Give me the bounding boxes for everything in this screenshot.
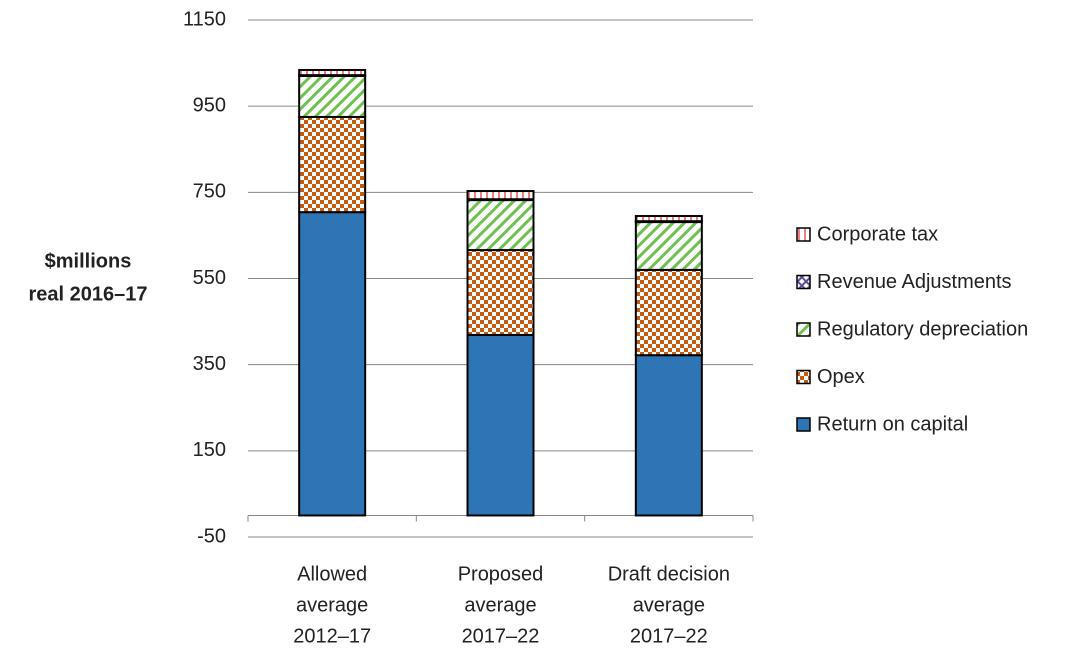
bar-segment — [466, 190, 535, 201]
bar-segment — [634, 215, 703, 223]
legend-label: Opex — [817, 366, 865, 388]
legend-swatch — [796, 274, 811, 290]
bar-segment — [298, 115, 367, 214]
legend-swatch — [796, 417, 811, 432]
x-tick-label: 2017–22 — [462, 625, 540, 647]
bar-segment — [466, 249, 535, 336]
x-tick-label: average — [633, 594, 705, 616]
bar-segment — [298, 211, 367, 517]
y-tick-label: 750 — [193, 181, 226, 203]
y-tick-label: 550 — [193, 267, 226, 289]
y-tick-label: 350 — [193, 353, 226, 375]
y-axis-label: $millions — [45, 250, 132, 272]
x-tick-label: 2012–17 — [293, 625, 371, 647]
legend-label: Corporate tax — [817, 223, 938, 245]
bar-segment — [466, 199, 535, 252]
y-tick-label: -50 — [197, 525, 226, 547]
y-tick-label: 1150 — [183, 8, 226, 30]
x-tick-label: Allowed — [297, 563, 367, 585]
bar-segment — [634, 354, 703, 517]
legend-label: Return on capital — [817, 413, 968, 435]
legend-swatch — [796, 322, 811, 337]
legend-swatch — [796, 227, 811, 242]
x-tick-label: Proposed — [458, 563, 544, 585]
x-tick-label: 2017–22 — [630, 625, 708, 647]
bar-segment — [634, 221, 703, 271]
bar-segment — [298, 75, 367, 118]
bar-segment — [634, 268, 703, 357]
y-tick-label: 150 — [193, 439, 226, 461]
x-tick-label: average — [296, 594, 368, 616]
legend-swatch — [796, 369, 811, 385]
y-tick-label: 950 — [193, 94, 226, 116]
x-tick-label: Draft decision — [608, 563, 730, 585]
bar-segment — [466, 333, 535, 517]
x-tick-label: average — [464, 594, 536, 616]
legend-label: Revenue Adjustments — [817, 271, 1012, 293]
bar-segment — [298, 68, 367, 77]
legend-label: Regulatory depreciation — [817, 318, 1028, 340]
y-axis-label: real 2016–17 — [28, 283, 147, 305]
